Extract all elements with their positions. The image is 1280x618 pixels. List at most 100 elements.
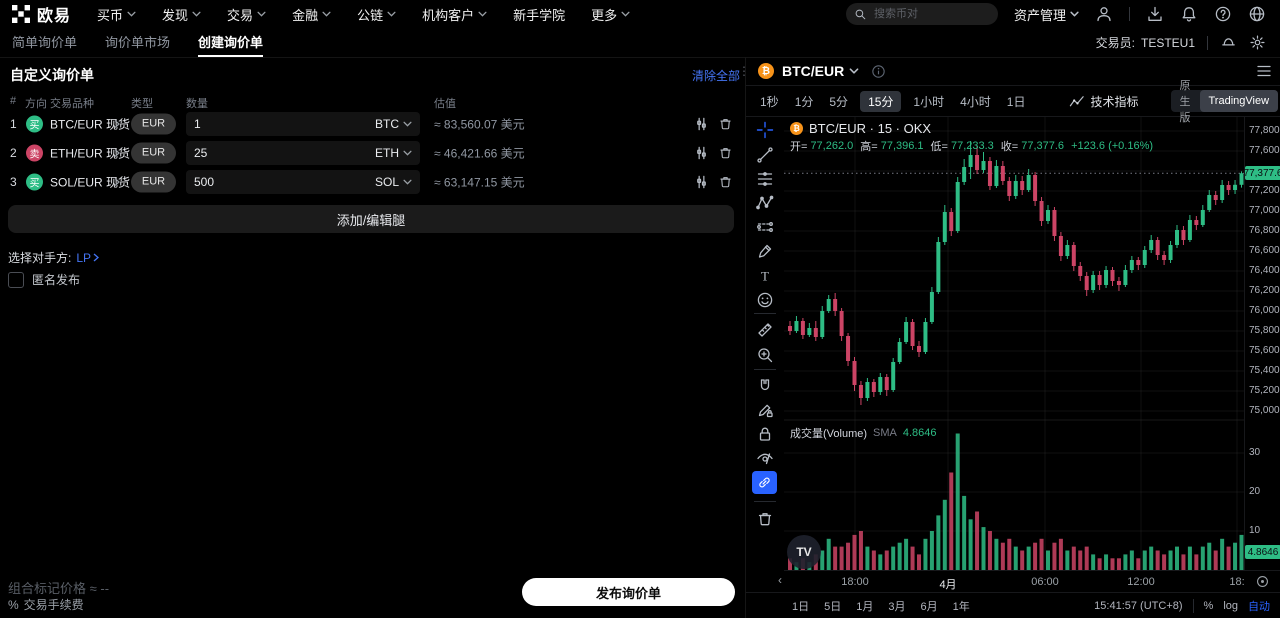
chart-plot-area[interactable]: [784, 117, 1244, 570]
unit-dropdown[interactable]: SOL: [375, 175, 412, 189]
tab-1[interactable]: 简单询价单: [12, 35, 78, 50]
hide-drawings-eye-icon[interactable]: [756, 449, 774, 467]
emoji-tool-icon[interactable]: [756, 291, 774, 309]
download-icon[interactable]: [1146, 5, 1164, 23]
counterparty-selector[interactable]: LP: [76, 251, 100, 265]
native-mode-button[interactable]: 原生版: [1179, 80, 1191, 124]
goto-realtime-button[interactable]: [1244, 570, 1280, 592]
instrument-link[interactable]: BTC/EUR 现货: [50, 117, 131, 131]
zoom-in-tool-icon[interactable]: [756, 346, 774, 364]
text-tool-icon[interactable]: T: [756, 267, 774, 285]
crosshair-tool-icon[interactable]: [756, 121, 774, 139]
type-pill[interactable]: EUR: [131, 142, 176, 163]
settings-gear-icon[interactable]: [1249, 34, 1266, 51]
assets-menu[interactable]: 资产管理: [1014, 5, 1079, 24]
percent-scale-button[interactable]: %: [1203, 599, 1214, 612]
price-tick: 77,800.0: [1249, 125, 1280, 136]
chevron-down-icon: [192, 11, 201, 17]
btc-coin-icon: ₿: [758, 63, 774, 79]
draw-lock-tool-icon[interactable]: [756, 401, 774, 419]
okx-logo[interactable]: 欧易: [12, 2, 71, 26]
time-axis[interactable]: 18:00 4月 06:00 12:00 18:: [784, 570, 1245, 592]
range-5日[interactable]: 5日: [824, 600, 842, 613]
type-pill[interactable]: EUR: [131, 171, 176, 192]
interval-1小时[interactable]: 1小时: [913, 94, 945, 109]
trader-hat-icon[interactable]: [1220, 34, 1237, 51]
range-1月[interactable]: 1月: [856, 600, 874, 613]
interval-4小时[interactable]: 4小时: [960, 94, 991, 109]
tradingview-mode-button[interactable]: TradingView: [1199, 90, 1279, 112]
instrument-link[interactable]: ETH/EUR 现货: [50, 146, 131, 160]
column-header-6: 估值: [434, 98, 456, 110]
info-icon[interactable]: [871, 64, 886, 79]
remove-drawings-trash-icon[interactable]: [756, 510, 774, 528]
search-box[interactable]: [845, 3, 998, 25]
price-axis[interactable]: 77,800.077,600.077,400.077,200.077,000.0…: [1244, 117, 1280, 570]
anonymous-checkbox[interactable]: [8, 271, 24, 288]
instrument-link[interactable]: SOL/EUR 现货: [50, 175, 131, 189]
user-icon[interactable]: [1095, 5, 1113, 23]
nav-item-4[interactable]: 金融: [292, 5, 331, 24]
nav-item-1[interactable]: 买币: [97, 5, 136, 24]
sliders-icon[interactable]: [694, 145, 709, 161]
chevron-down-icon[interactable]: [849, 68, 859, 74]
range-3月[interactable]: 3月: [888, 600, 906, 613]
okx-logo-icon: [12, 5, 30, 23]
delete-leg-trash-icon[interactable]: [718, 116, 733, 132]
collapse-toolbar-icon[interactable]: ‹: [778, 573, 782, 587]
type-pill[interactable]: EUR: [131, 113, 176, 134]
side-badge-sell: 卖: [26, 144, 43, 161]
clear-all-link[interactable]: 清除全部: [692, 69, 741, 83]
unit-dropdown[interactable]: ETH: [375, 146, 412, 160]
nav-item-5[interactable]: 公链: [357, 5, 396, 24]
amount-input[interactable]: 25 ETH: [186, 140, 420, 165]
delete-leg-trash-icon[interactable]: [718, 174, 733, 190]
range-6月[interactable]: 6月: [920, 600, 938, 613]
publish-rfq-button[interactable]: 发布询价单: [522, 578, 735, 606]
add-edit-legs-button[interactable]: 添加/编辑腿: [8, 205, 734, 233]
auto-scale-button[interactable]: 自动: [1248, 600, 1270, 613]
range-1日[interactable]: 1日: [792, 600, 810, 613]
nav-item-7[interactable]: 新手学院: [513, 7, 566, 23]
column-header-4: 类型: [131, 98, 153, 110]
brush-tool-icon[interactable]: [756, 242, 774, 260]
trend-line-tool-icon[interactable]: [756, 146, 774, 164]
help-icon[interactable]: [1214, 5, 1232, 23]
sliders-icon[interactable]: [694, 174, 709, 190]
time-tick: 06:00: [1031, 576, 1059, 588]
xabcd-pattern-tool-icon[interactable]: [756, 194, 774, 212]
language-globe-icon[interactable]: [1248, 5, 1266, 23]
log-scale-button[interactable]: log: [1223, 599, 1238, 612]
amount-input[interactable]: 1 BTC: [186, 111, 420, 136]
tab-3[interactable]: 创建询价单: [198, 28, 264, 57]
panel-resize-handle[interactable]: ⋮: [738, 64, 750, 78]
delete-leg-trash-icon[interactable]: [718, 145, 733, 161]
nav-item-8[interactable]: 更多: [591, 5, 630, 24]
sliders-icon[interactable]: [694, 116, 709, 132]
magnet-tool-icon[interactable]: [756, 377, 774, 395]
interval-5分[interactable]: 5分: [829, 94, 849, 109]
interval-1秒[interactable]: 1秒: [760, 94, 779, 109]
nav-item-3[interactable]: 交易: [227, 5, 266, 24]
nav-item-6[interactable]: 机构客户: [422, 5, 487, 24]
side-badge-buy: 买: [26, 173, 43, 190]
unit-dropdown[interactable]: BTC: [375, 117, 412, 131]
lock-all-tool-icon[interactable]: [756, 425, 774, 443]
measure-ruler-tool-icon[interactable]: [756, 321, 774, 339]
fib-retracement-tool-icon[interactable]: [756, 170, 774, 188]
pair-name[interactable]: BTC/EUR: [782, 63, 845, 79]
chevron-right-icon: [114, 177, 120, 186]
interval-15分[interactable]: 15分: [860, 90, 902, 112]
notifications-bell-icon[interactable]: [1180, 5, 1198, 23]
interval-1分[interactable]: 1分: [794, 94, 814, 109]
range-1年[interactable]: 1年: [952, 600, 970, 613]
nav-item-2[interactable]: 发现: [162, 5, 201, 24]
amount-input[interactable]: 500 SOL: [186, 169, 420, 194]
search-input[interactable]: [871, 7, 976, 21]
tab-2[interactable]: 询价单市场: [105, 35, 171, 50]
panel-menu-icon[interactable]: [1256, 64, 1272, 78]
sync-link-tool-icon[interactable]: [752, 471, 777, 494]
indicators-button[interactable]: 技术指标: [1069, 93, 1139, 110]
projection-tool-icon[interactable]: [756, 218, 774, 236]
interval-1日[interactable]: 1日: [1006, 94, 1026, 109]
